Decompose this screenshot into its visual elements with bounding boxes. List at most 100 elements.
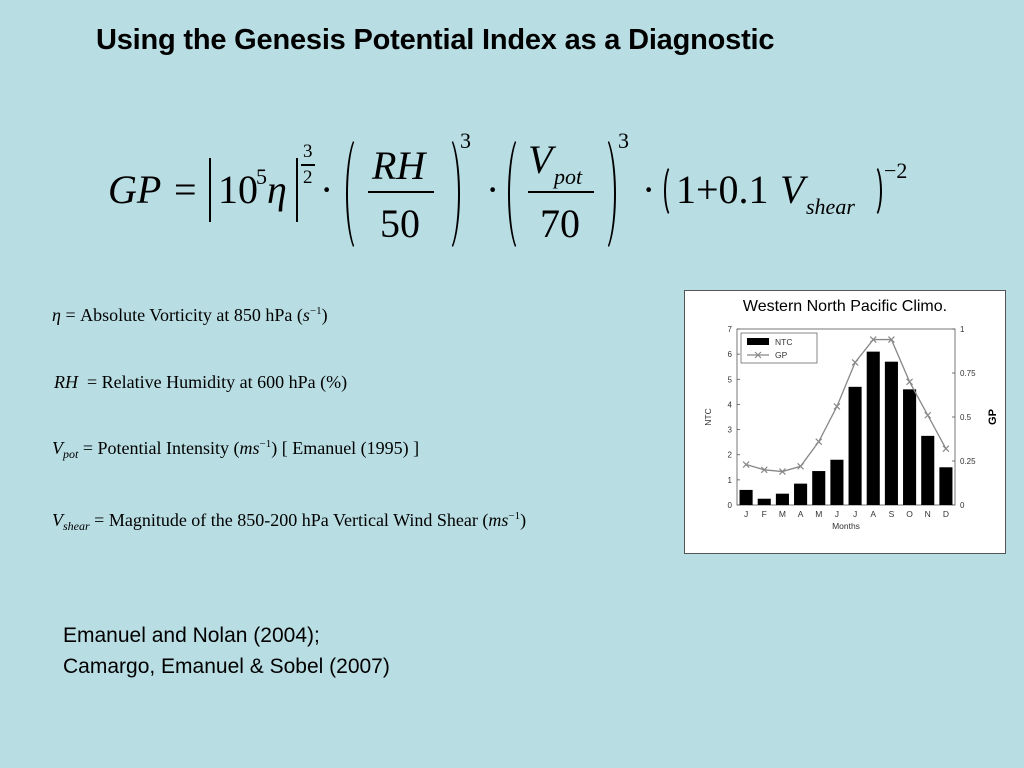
def-unit-exp: −1	[309, 305, 322, 317]
def-tail: )	[321, 305, 328, 325]
bar-ntc	[903, 389, 917, 505]
formula-rh: RH	[372, 143, 426, 188]
bar-ntc	[775, 493, 789, 505]
definition-eta: η = Absolute Vorticity at 850 hPa (s−1)	[52, 305, 328, 326]
point-gp	[924, 411, 932, 419]
formula-eta: η	[267, 167, 287, 212]
formula-v-den: 70	[540, 201, 580, 246]
x-tick-label: S	[889, 509, 895, 519]
y2-tick-label: 0.5	[960, 413, 972, 422]
point-gp	[778, 468, 786, 475]
x-tick-label: J	[853, 509, 857, 519]
def-unit-exp: −1	[259, 438, 272, 450]
def-text: = Magnitude of the 850-200 hPa Vertical …	[94, 510, 489, 530]
y-tick-label: 5	[728, 375, 733, 384]
page-title: Using the Genesis Potential Index as a D…	[96, 24, 775, 56]
point-gp	[906, 378, 914, 386]
definition-rh: RH = Relative Humidity at 600 hPa (%)	[54, 372, 347, 393]
bar-ntc	[739, 489, 753, 505]
v-fraction-bar	[528, 191, 594, 193]
reference-1: Emanuel and Nolan (2004);	[63, 624, 320, 647]
def-tail: )	[520, 510, 527, 530]
abs-bar-left	[209, 158, 211, 222]
y-axis-label: NTC	[703, 408, 713, 425]
def-sub: pot	[63, 447, 79, 461]
x-tick-label: O	[906, 509, 913, 519]
formula-shear-exp: −2	[884, 158, 908, 183]
v-paren-right	[594, 134, 616, 254]
formula-abs-exp: 5	[256, 164, 267, 189]
legend-swatch-ntc	[747, 338, 769, 345]
x-tick-label: A	[870, 509, 876, 519]
definition-vshear: Vshear = Magnitude of the 850-200 hPa Ve…	[52, 510, 526, 534]
point-gp	[760, 466, 768, 474]
formula-shear-sub: shear	[806, 194, 855, 219]
legend-label-ntc: NTC	[775, 337, 792, 347]
def-unit-exp: −1	[508, 510, 521, 522]
point-gp	[797, 462, 805, 470]
y2-tick-label: 0	[960, 501, 965, 510]
def-tail: ) [ Emanuel (1995) ]	[271, 438, 420, 458]
point-gp	[742, 461, 750, 468]
y2-tick-label: 0.25	[960, 457, 976, 466]
point-gp	[869, 336, 877, 343]
chart-title: Western North Pacific Climo.	[742, 298, 948, 315]
y2-tick-label: 0.75	[960, 369, 976, 378]
bar-ntc	[921, 435, 935, 505]
bar-ntc	[757, 498, 771, 505]
x-tick-label: F	[762, 509, 767, 519]
def-text: = Absolute Vorticity at 850 hPa (	[65, 305, 303, 325]
y-tick-label: 1	[728, 476, 733, 485]
y-tick-label: 0	[728, 501, 733, 510]
formula-v: V	[528, 137, 553, 182]
legend-label-gp: GP	[775, 350, 788, 360]
bar-ntc	[884, 361, 898, 505]
bar-ntc	[939, 467, 953, 505]
outer-exp-fraction-bar	[301, 164, 315, 166]
chart-panel: Western North Pacific Climo. 0 1 2 3 4 5 6 7 0 0.…	[684, 290, 1006, 554]
formula-rh-den: 50	[380, 201, 420, 246]
series-line-gp	[745, 338, 947, 473]
formula-v-sub: pot	[554, 164, 583, 189]
bar-ntc	[812, 471, 826, 505]
reference-2: Camargo, Emanuel & Sobel (2007)	[63, 655, 390, 678]
def-text: = Potential Intensity (	[82, 438, 240, 458]
x-tick-label: J	[835, 509, 839, 519]
point-gp	[887, 336, 895, 343]
x-tick-label: J	[744, 509, 748, 519]
def-text: = Relative Humidity at 600 hPa (%)	[87, 372, 348, 392]
formula-shear-term: 1+0.1	[676, 167, 769, 212]
point-gp	[942, 445, 950, 453]
x-tick-label: M	[779, 509, 786, 519]
v-paren-left	[508, 134, 530, 254]
y-tick-label: 6	[728, 350, 733, 359]
y2-tick-label: 1	[960, 325, 965, 334]
formula-shear-v: V	[780, 167, 805, 212]
def-symbol: RH	[54, 372, 78, 392]
references: Emanuel and Nolan (2004); Camargo, Emanu…	[63, 620, 390, 682]
formula-dot-3: ·	[642, 167, 656, 212]
bar-ntc	[866, 351, 880, 505]
y2-axis-label: GP	[987, 409, 999, 425]
formula-dot-1: ·	[320, 167, 334, 212]
x-tick-label: D	[943, 509, 949, 519]
bar-ntc	[848, 386, 862, 505]
y-tick-label: 4	[728, 400, 733, 409]
formula-rh-exp: 3	[460, 128, 471, 153]
def-symbol: V	[52, 510, 63, 530]
formula-lhs: GP	[108, 167, 162, 212]
rh-paren-right	[438, 134, 460, 254]
x-tick-label: M	[815, 509, 822, 519]
formula-abs-base: 10	[218, 167, 258, 212]
x-tick-label: N	[925, 509, 931, 519]
formula-outer-exp-den: 2	[303, 167, 313, 188]
legend-marker-gp	[754, 351, 762, 359]
y-tick-label: 3	[728, 426, 733, 435]
rh-fraction-bar	[368, 191, 434, 193]
point-gp	[833, 403, 841, 410]
formula-dot-2: ·	[486, 167, 500, 212]
y-tick-label: 2	[728, 451, 733, 460]
bar-ntc	[794, 483, 808, 505]
x-tick-label: A	[798, 509, 804, 519]
def-unit: s	[302, 305, 310, 325]
